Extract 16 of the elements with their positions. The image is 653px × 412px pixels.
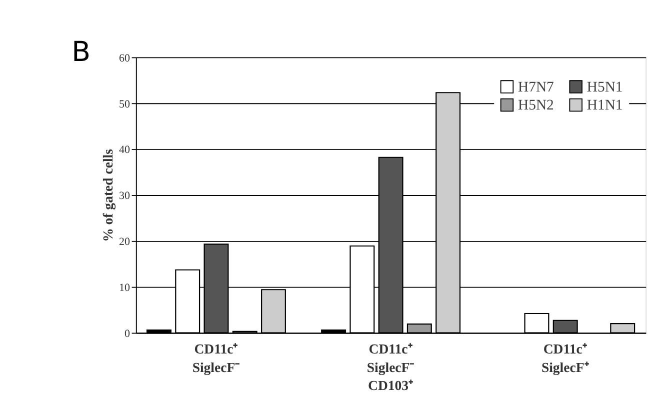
x-tick-label: CD11c⁺ SiglecF⁺ <box>541 341 590 376</box>
legend-label: H5N2 <box>518 98 554 114</box>
y-tick-label: 50 <box>118 98 130 110</box>
y-tick-label: 40 <box>118 144 130 156</box>
legend-label: H1N1 <box>586 98 623 114</box>
y-tick-label: 30 <box>118 190 130 202</box>
y-tick-label: 20 <box>118 236 130 248</box>
y-tick-label: 0 <box>124 328 130 340</box>
legend-label: H5N1 <box>586 79 623 96</box>
y-axis-title: % of gated cells <box>100 148 117 242</box>
y-tick-label: 10 <box>118 282 130 294</box>
y-tick-label: 60 <box>118 52 130 64</box>
legend-label: H7N7 <box>518 79 554 96</box>
x-tick-label: CD11c⁺ SiglecF⁻ CD103⁺ <box>366 341 415 394</box>
text: B <box>72 36 91 68</box>
x-tick-label: CD11c⁺ SiglecF⁻ <box>192 341 240 376</box>
